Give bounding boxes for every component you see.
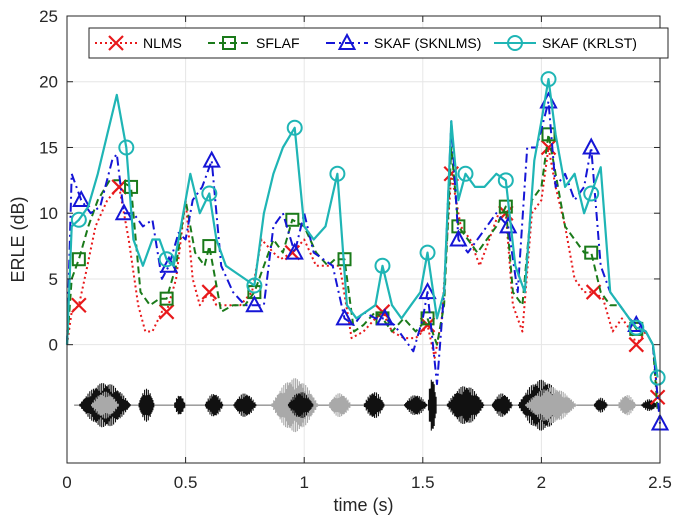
data-point-skaf-sknlms bbox=[449, 229, 468, 247]
waveform-burst bbox=[204, 394, 224, 417]
data-point-sflaf bbox=[124, 179, 139, 194]
y-axis-label: ERLE (dB) bbox=[8, 196, 28, 282]
legend-box bbox=[88, 27, 669, 59]
data-point-sflaf bbox=[420, 311, 435, 326]
waveform-burst bbox=[525, 387, 577, 424]
data-point-sflaf bbox=[584, 245, 599, 260]
axis-ticks: 0 0.5 1 1.5 2 2.5 0 5 10 15 20 25 bbox=[39, 7, 672, 492]
data-point-skaf-krlst bbox=[201, 185, 218, 202]
data-point-skaf-sknlms bbox=[335, 308, 354, 326]
data-point-skaf-krlst bbox=[540, 71, 557, 88]
waveform-burst bbox=[174, 395, 186, 415]
legend-entry-sflaf: SFLAF bbox=[208, 35, 300, 51]
data-point-skaf-krlst bbox=[70, 211, 87, 228]
legend-label: NLMS bbox=[143, 35, 182, 51]
x-tick-label: 0 bbox=[62, 473, 71, 492]
waveform-burst bbox=[233, 393, 257, 417]
series-nlms bbox=[66, 139, 666, 406]
x-tick-label: 1 bbox=[299, 473, 308, 492]
legend-entry-nlms: NLMS bbox=[95, 35, 182, 51]
series-line-sflaf bbox=[66, 133, 659, 411]
legend-entry-skaf-krlst: SKAF (KRLST) bbox=[494, 35, 637, 51]
data-point-skaf-krlst bbox=[628, 319, 645, 336]
x-axis-label: time (s) bbox=[334, 495, 394, 515]
data-point-skaf-sknlms bbox=[582, 137, 601, 155]
waveform-burst bbox=[138, 388, 155, 422]
data-point-skaf-sknlms bbox=[375, 308, 395, 326]
y-tick-label: 25 bbox=[39, 7, 58, 26]
x-tick-label: 2.5 bbox=[648, 473, 672, 492]
data-point-skaf-krlst bbox=[118, 139, 135, 156]
data-point-skaf-krlst bbox=[246, 277, 263, 294]
data-point-skaf-krlst bbox=[457, 165, 474, 182]
data-point-skaf-krlst bbox=[583, 185, 600, 202]
waveform-burst bbox=[363, 392, 385, 418]
legend-label: SKAF (KRLST) bbox=[542, 35, 637, 51]
legend-marker bbox=[507, 35, 523, 51]
y-tick-label: 0 bbox=[49, 336, 58, 355]
legend-marker bbox=[222, 36, 236, 50]
data-point-sflaf bbox=[71, 252, 86, 267]
data-point-sflaf bbox=[498, 199, 513, 214]
data-point-sflaf bbox=[202, 239, 217, 254]
y-tick-label: 5 bbox=[49, 270, 58, 289]
y-tick-label: 20 bbox=[39, 73, 58, 92]
data-point-skaf-krlst bbox=[649, 369, 666, 386]
data-point-nlms bbox=[201, 284, 218, 300]
data-point-nlms bbox=[540, 139, 557, 156]
waveform-burst bbox=[593, 397, 608, 413]
data-point-skaf-sknlms bbox=[114, 203, 134, 221]
waveform-burst bbox=[404, 395, 428, 415]
data-point-skaf-sknlms bbox=[72, 189, 91, 208]
waveform-burst bbox=[617, 395, 636, 416]
data-point-sflaf bbox=[159, 291, 174, 306]
series-layer bbox=[65, 71, 670, 431]
series-skaf-krlst bbox=[65, 71, 666, 386]
legend-marker bbox=[337, 32, 357, 50]
x-tick-label: 2 bbox=[537, 473, 546, 492]
data-point-nlms bbox=[158, 304, 175, 320]
data-point-skaf-krlst bbox=[158, 251, 175, 268]
legend-label: SKAF (SKNLMS) bbox=[374, 35, 481, 51]
data-point-skaf-sknlms bbox=[499, 216, 518, 234]
series-sflaf bbox=[66, 127, 659, 411]
data-point-skaf-sknlms bbox=[202, 150, 221, 168]
data-point-skaf-sknlms bbox=[285, 242, 304, 260]
data-point-skaf-sknlms bbox=[418, 281, 437, 300]
data-point-sflaf bbox=[285, 212, 300, 227]
x-tick-label: 1.5 bbox=[411, 473, 435, 492]
data-point-skaf-krlst bbox=[329, 165, 346, 182]
waveform-burst bbox=[641, 399, 658, 411]
data-point-skaf-krlst bbox=[374, 257, 391, 274]
plot-area bbox=[67, 16, 660, 463]
data-point-skaf-krlst bbox=[286, 119, 303, 136]
waveform-burst bbox=[328, 393, 352, 417]
x-tick-label: 0.5 bbox=[174, 473, 198, 492]
plot-frame bbox=[66, 15, 661, 464]
waveform-burst bbox=[427, 379, 437, 431]
waveform-burst bbox=[446, 386, 485, 424]
waveform-burst bbox=[491, 393, 513, 417]
data-point-skaf-sknlms bbox=[245, 295, 264, 313]
legend-marker bbox=[108, 35, 124, 51]
legend-entry-skaf-sknlms: SKAF (SKNLMS) bbox=[326, 32, 481, 51]
legend-label: SFLAF bbox=[256, 35, 300, 51]
data-point-skaf-krlst bbox=[419, 244, 436, 261]
data-point-nlms bbox=[628, 336, 645, 353]
legend: NLMS SFLAF SKAF (SKNLMS) SKAF (KRLST) bbox=[88, 27, 669, 59]
speech-waveform bbox=[74, 378, 658, 433]
data-point-skaf-krlst bbox=[497, 172, 514, 189]
waveform-burst bbox=[287, 392, 314, 418]
waveform-burst bbox=[91, 391, 119, 419]
data-point-nlms bbox=[111, 179, 127, 195]
y-tick-label: 15 bbox=[39, 138, 58, 157]
series-line-skaf-krlst bbox=[65, 77, 659, 378]
y-tick-label: 10 bbox=[39, 204, 58, 223]
data-point-nlms bbox=[585, 284, 602, 300]
series-line-skaf-sknlms bbox=[66, 100, 661, 424]
data-point-nlms bbox=[71, 297, 87, 314]
